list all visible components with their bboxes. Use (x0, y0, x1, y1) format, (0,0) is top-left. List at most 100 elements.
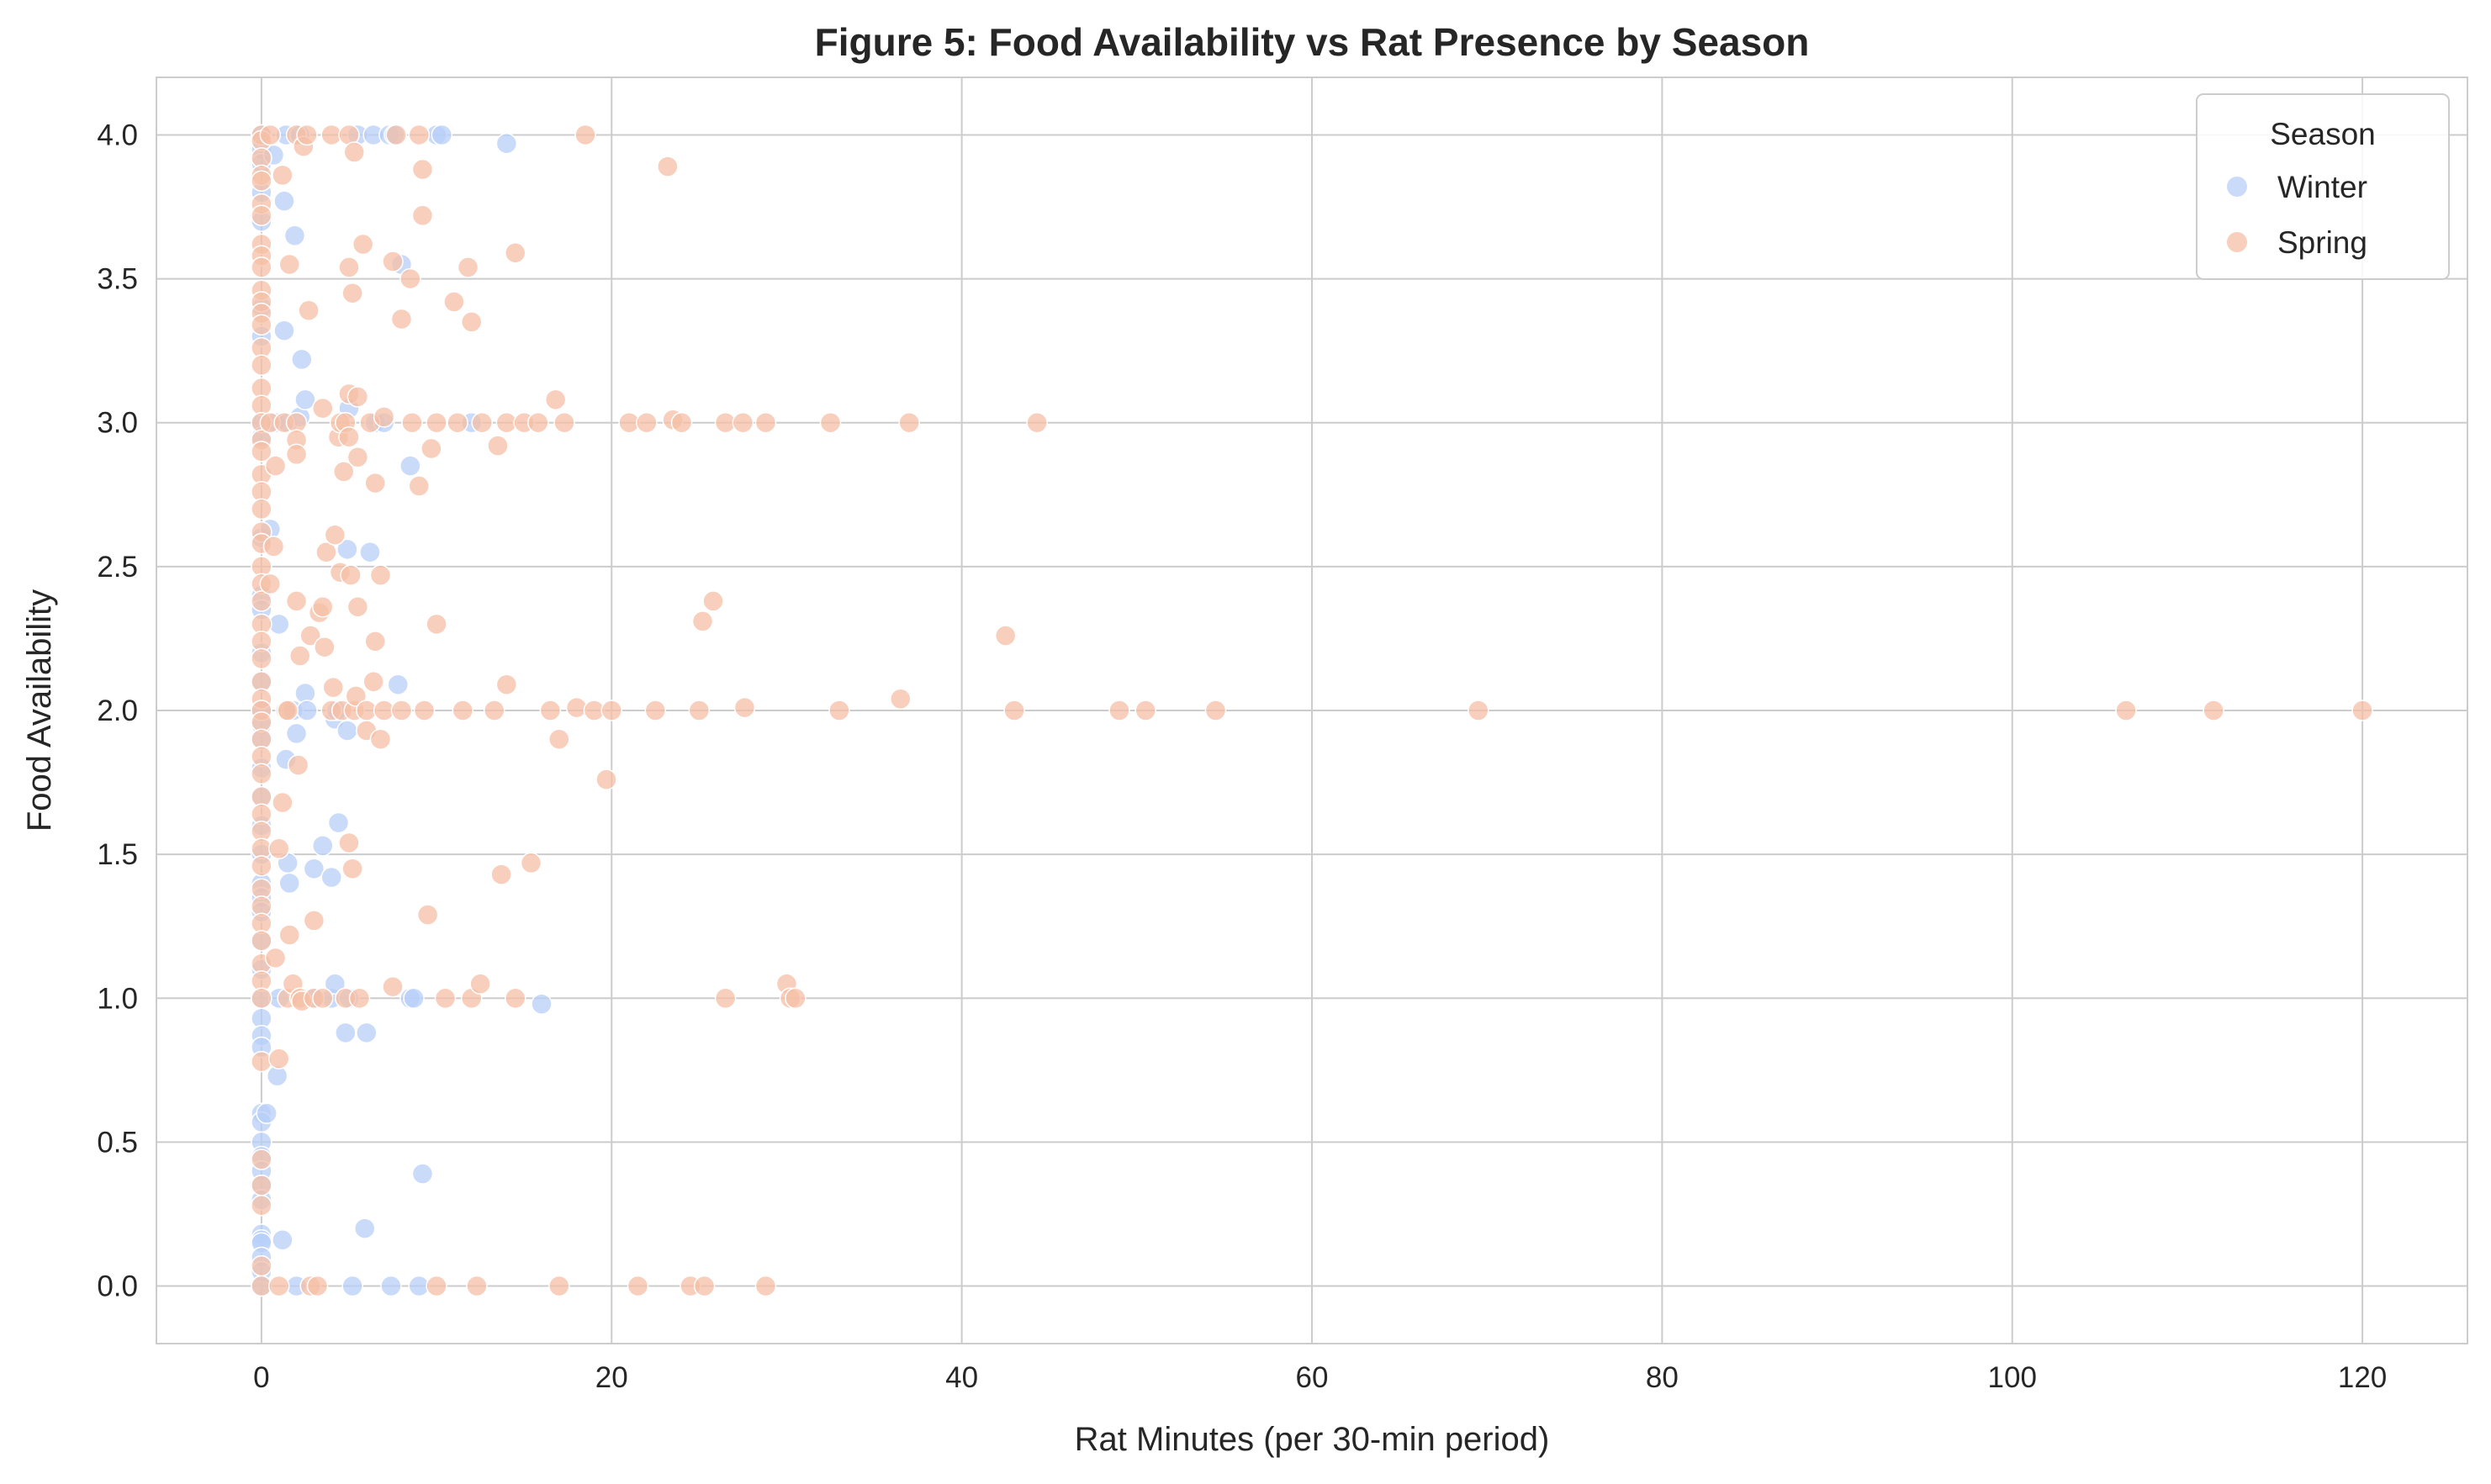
point-spring (732, 411, 754, 434)
point-spring (251, 930, 272, 952)
point-winter (336, 538, 358, 561)
point-spring (627, 1275, 649, 1297)
point-spring (733, 696, 756, 719)
x-tick-labels: 0 20 40 60 80 100 120 (253, 1361, 2387, 1394)
legend-label-spring: Spring (2277, 225, 2367, 260)
point-spring (278, 253, 300, 276)
point-spring (452, 700, 474, 721)
point-spring (574, 124, 596, 146)
point-spring (399, 267, 421, 290)
point-spring (303, 910, 325, 932)
point-spring (299, 625, 321, 647)
point-spring (348, 987, 371, 1010)
y-tick-label: 3.0 (97, 407, 138, 440)
point-spring (314, 636, 336, 658)
y-tick-labels: 0.0 0.5 1.0 1.5 2.0 2.5 3.0 3.5 4.0 (97, 119, 138, 1302)
point-winter (296, 700, 318, 721)
point-spring (288, 645, 311, 667)
point-spring (338, 256, 360, 278)
point-winter (272, 1229, 294, 1251)
point-spring (312, 987, 334, 1010)
point-spring (306, 1275, 329, 1297)
y-gridlines (156, 134, 2467, 1287)
point-spring (315, 541, 337, 563)
point-winter (403, 987, 425, 1010)
point-spring (1108, 700, 1130, 721)
point-winter (336, 720, 358, 742)
plot-frame (156, 77, 2468, 1344)
point-spring (401, 411, 423, 434)
point-spring (251, 590, 272, 612)
point-winter (291, 348, 313, 371)
point-spring (251, 1149, 272, 1170)
point-spring (434, 987, 457, 1010)
y-tick-label: 4.0 (97, 119, 138, 151)
point-spring (346, 596, 369, 618)
point-winter (312, 835, 334, 857)
point-spring (890, 688, 912, 710)
point-winter (294, 388, 316, 411)
y-tick-label: 3.5 (97, 263, 138, 296)
point-spring (385, 124, 407, 146)
chart-title: Figure 5: Food Availability vs Rat Prese… (815, 20, 1810, 64)
point-spring (691, 610, 714, 632)
point-spring (1026, 411, 1048, 434)
point-spring (287, 754, 309, 776)
point-spring (340, 564, 362, 586)
point-spring (251, 855, 272, 877)
point-spring (338, 426, 360, 448)
point-spring (565, 696, 588, 719)
point-winter (531, 993, 553, 1015)
point-spring (251, 314, 272, 336)
point-winter (256, 1102, 278, 1124)
point-spring (312, 397, 334, 420)
point-spring (457, 256, 479, 278)
legend: Season Winter Spring (2196, 93, 2450, 280)
point-spring (670, 411, 693, 434)
point-spring (754, 411, 777, 434)
point-spring (251, 1050, 272, 1073)
point-winter (431, 124, 453, 146)
point-spring (460, 311, 483, 333)
y-tick-label: 0.5 (97, 1126, 138, 1159)
y-tick-label: 1.5 (97, 838, 138, 871)
point-spring (426, 1275, 447, 1297)
point-winter (353, 1217, 376, 1239)
x-tick-label: 0 (253, 1361, 269, 1394)
point-spring (298, 299, 320, 321)
x-tick-label: 100 (1988, 1361, 2037, 1394)
point-spring (548, 1275, 570, 1297)
point-spring (369, 564, 392, 586)
point-spring (2115, 700, 2137, 721)
point-spring (251, 1254, 272, 1277)
point-spring (819, 411, 842, 434)
point-spring (251, 354, 272, 377)
point-spring (262, 536, 285, 557)
point-spring (520, 852, 542, 874)
point-spring (539, 700, 562, 721)
point-spring (411, 204, 434, 227)
point-spring (267, 1275, 290, 1297)
point-spring (264, 947, 287, 969)
point-spring (714, 987, 737, 1010)
point-spring (2351, 700, 2373, 721)
x-tick-label: 120 (2338, 1361, 2387, 1394)
point-spring (1003, 700, 1025, 721)
point-spring (285, 590, 308, 612)
point-winter (356, 1022, 378, 1044)
point-winter (380, 1275, 402, 1297)
point-spring (447, 411, 468, 434)
point-spring (390, 700, 413, 721)
point-spring (420, 437, 442, 460)
point-spring (259, 124, 282, 146)
point-spring (1134, 700, 1156, 721)
point-winter (387, 673, 410, 695)
point-spring (688, 700, 711, 721)
point-spring (362, 671, 384, 693)
point-spring (544, 388, 567, 411)
point-spring (382, 251, 404, 272)
point-spring (369, 728, 392, 750)
point-spring (595, 768, 617, 790)
point-spring (1468, 700, 1489, 721)
